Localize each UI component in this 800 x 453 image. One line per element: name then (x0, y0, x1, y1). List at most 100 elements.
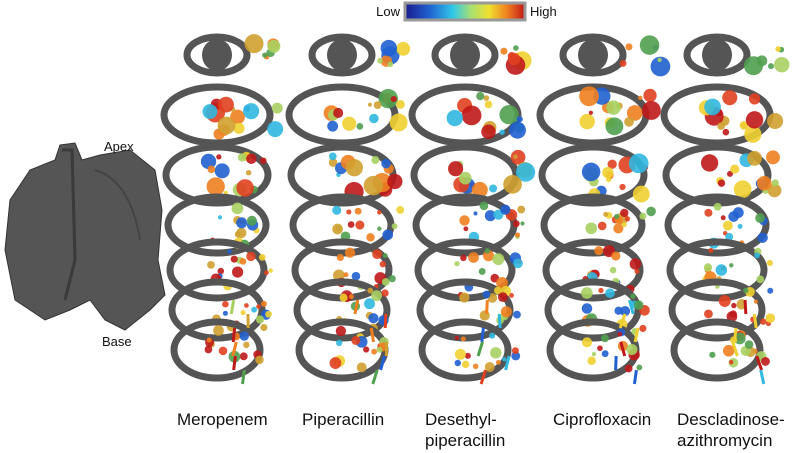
drug-spot (484, 210, 496, 222)
lung-slice (666, 238, 768, 302)
drug-spot (632, 185, 650, 203)
drug-spot (363, 346, 370, 353)
airway (232, 355, 237, 371)
drug-spot (619, 183, 626, 191)
drug-spot (502, 357, 507, 362)
airway (231, 341, 238, 357)
drug-spot (748, 93, 761, 105)
drug-spot (479, 201, 489, 211)
drug-spot (230, 255, 238, 263)
drug-spot (231, 202, 244, 215)
colorbar-high: High (530, 4, 557, 19)
drug-spot (606, 176, 612, 183)
drug-spot (509, 293, 514, 298)
drug-spot (354, 207, 362, 215)
lung-slice (168, 278, 266, 342)
drug-spot (624, 364, 633, 373)
drug-spot (256, 304, 261, 309)
drug-spot (733, 180, 752, 199)
lung-slice (289, 193, 395, 257)
drug-spot (760, 318, 767, 325)
drug-spot (609, 266, 617, 274)
lung-slice-apex (327, 39, 357, 71)
drug-spot (204, 345, 213, 354)
drug-spot (376, 346, 383, 353)
drug-spot (646, 206, 656, 217)
airway (759, 369, 766, 385)
colorbar (403, 1, 527, 22)
drug-spot (382, 229, 394, 241)
airway (369, 327, 376, 343)
drug-spot (611, 251, 621, 261)
drug-spot (246, 215, 257, 226)
drug-spot (761, 356, 770, 366)
drug-spot (728, 359, 734, 365)
drug-spot (638, 95, 643, 101)
drug-spot (461, 360, 470, 369)
drug-spot (507, 52, 521, 66)
drug-spot (484, 100, 493, 109)
drug-spot (213, 325, 224, 336)
drug-label: Piperacillin (302, 410, 384, 429)
drug-spot (625, 43, 633, 51)
drug-spot (232, 266, 244, 278)
drug-spot (628, 153, 649, 174)
drug-spot (511, 351, 521, 361)
drug-spot (388, 275, 396, 283)
drug-spot (509, 121, 526, 139)
drug-spot (267, 39, 281, 53)
drug-spot (499, 105, 519, 125)
drug-spot (264, 270, 269, 276)
lung-slice (668, 278, 766, 342)
drug-spot (725, 232, 734, 241)
drug-spot (496, 277, 508, 289)
drug-spot (363, 175, 384, 196)
drug-spot (483, 95, 490, 101)
drug-label: Desethyl- (425, 410, 497, 429)
drug-spot (753, 299, 758, 304)
drug-spot (717, 179, 726, 187)
drug-spot (600, 334, 609, 343)
drug-spot (766, 150, 780, 165)
lung-slice (670, 318, 764, 382)
drug-spot (390, 96, 397, 103)
drug-spot (214, 163, 230, 179)
drug-spot (243, 341, 250, 349)
drug-spot (624, 216, 631, 222)
airway (231, 327, 237, 343)
drug-spot (481, 124, 496, 140)
airway (480, 327, 485, 343)
drug-spot (709, 351, 716, 358)
drug-spot (217, 116, 236, 135)
drug-spot (722, 90, 738, 106)
lung-slice-apex (578, 39, 608, 71)
drug-spot (703, 263, 713, 272)
drug-spot (218, 96, 234, 113)
lung-slice (308, 33, 376, 77)
drug-spot (377, 226, 382, 231)
airway (476, 341, 484, 357)
drug-spot (516, 116, 523, 123)
lung-slice-apex (450, 39, 480, 71)
drug-spot (471, 181, 488, 198)
drug-spot (373, 101, 382, 110)
lung-slice (293, 278, 391, 342)
drug-spot (468, 252, 479, 263)
drug-spot (371, 348, 378, 355)
airway (628, 299, 635, 315)
drug-label: azithromycin (677, 431, 772, 450)
airway (504, 355, 511, 371)
drug-spot (704, 309, 713, 319)
drug-spot (371, 290, 382, 302)
drug-spot (222, 310, 228, 316)
drug-spot (268, 268, 273, 273)
drug-spot (591, 351, 597, 357)
lung-slice (540, 193, 646, 257)
drug-spot (207, 260, 215, 269)
drug-spot (391, 223, 398, 230)
drug-spot (236, 179, 254, 197)
drug-spot (381, 158, 391, 169)
drug-spot (344, 247, 356, 258)
drug-label: Ciprofloxacin (553, 410, 651, 429)
